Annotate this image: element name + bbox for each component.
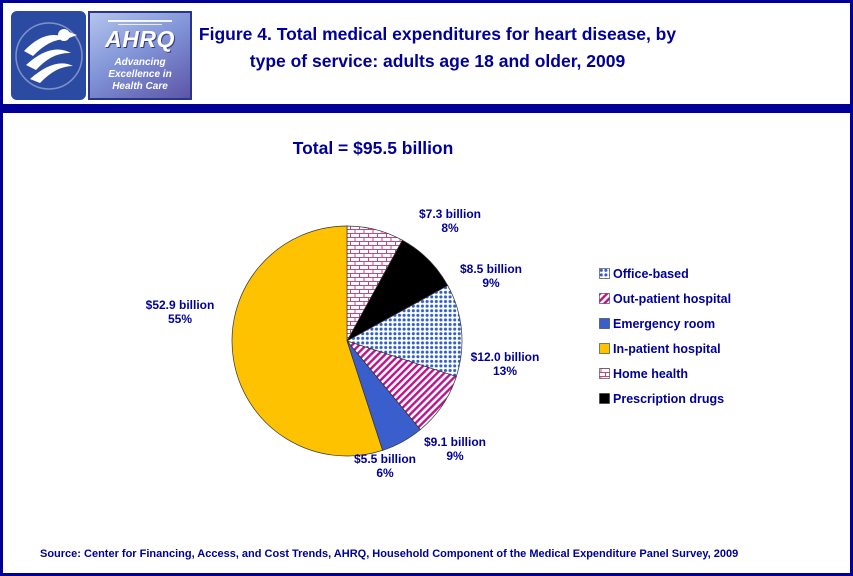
legend-item-out-patient-hospital: Out-patient hospital [599, 286, 731, 311]
legend-swatch-in-patient-hospital-icon [599, 343, 610, 354]
pie-slice-office-based [346, 285, 463, 377]
pie-label-value: $7.3 billion [418, 207, 482, 221]
legend-label: Office-based [613, 266, 689, 281]
legend-swatch-emergency-room-icon [599, 318, 610, 329]
pie-label-percent: 9% [446, 449, 464, 463]
pie-label-value: $12.0 billion [470, 350, 540, 364]
pie-slice-in-patient-hospital [231, 225, 383, 457]
legend-label: Out-patient hospital [613, 291, 732, 306]
pie-label-percent: 13% [492, 364, 518, 378]
pie-label-percent: 55% [167, 312, 193, 326]
legend-swatch-office-based-icon [599, 268, 610, 279]
ahrq-logo: AHRQ Advancing Excellence in Health Care [88, 11, 192, 100]
pie-label-prescription-drugs: $8.5 billion 9% [460, 262, 522, 290]
legend-item-home-health: Home health [599, 361, 731, 386]
header-divider-bar [3, 104, 850, 113]
pie-chart [231, 225, 463, 457]
source-note: Source: Center for Financing, Access, an… [40, 548, 739, 560]
pie-label-value: $5.5 billion [353, 452, 417, 466]
legend-item-in-patient-hospital: In-patient hospital [599, 336, 731, 361]
pie-label-out-patient-hospital: $9.1 billion 9% [424, 435, 486, 463]
legend-item-prescription-drugs: Prescription drugs [599, 386, 731, 411]
pie-label-value: $8.5 billion [459, 262, 523, 276]
figure-title-line1: Figure 4. Total medical expenditures for… [198, 24, 677, 44]
legend-swatch-prescription-drugs-icon [599, 393, 610, 404]
pie-label-emergency-room: $5.5 billion 6% [354, 452, 416, 480]
ahrq-logo-line-decoration [108, 20, 172, 22]
legend-label: Home health [613, 366, 689, 381]
ahrq-logo-line-decoration [118, 24, 162, 25]
legend-swatch-out-patient-hospital-icon [599, 293, 610, 304]
hhs-eagle-icon [15, 22, 83, 90]
pie-label-home-health: $7.3 billion 8% [419, 207, 481, 235]
ahrq-logo-tagline: Advancing Excellence in Health Care [108, 57, 172, 92]
legend-swatch-home-health-icon [599, 368, 610, 379]
pie-label-percent: 8% [441, 221, 459, 235]
total-label: Total = $95.5 billion [292, 138, 454, 158]
pie-label-percent: 6% [376, 466, 394, 480]
legend-item-emergency-room: Emergency room [599, 311, 731, 336]
pie-label-value: $9.1 billion [423, 435, 487, 449]
hhs-logo [11, 11, 86, 100]
legend-label: Prescription drugs [613, 391, 725, 406]
legend-label: Emergency room [613, 316, 716, 331]
legend-item-office-based: Office-based [599, 261, 731, 286]
pie-label-in-patient-hospital: $52.9 billion 55% [146, 298, 215, 326]
pie-label-value: $52.9 billion [145, 298, 215, 312]
pie-label-percent: 9% [482, 276, 500, 290]
figure-title: Figure 4. Total medical expenditures for… [33, 21, 842, 75]
figure-title-line2: type of service: adults age 18 and older… [249, 51, 626, 71]
pie-label-office-based: $12.0 billion 13% [471, 350, 540, 378]
ahrq-logo-acronym: AHRQ [105, 26, 175, 52]
chart-legend: Office-based Out-patient hospital Emerge… [599, 261, 731, 411]
legend-label: In-patient hospital [613, 341, 721, 356]
